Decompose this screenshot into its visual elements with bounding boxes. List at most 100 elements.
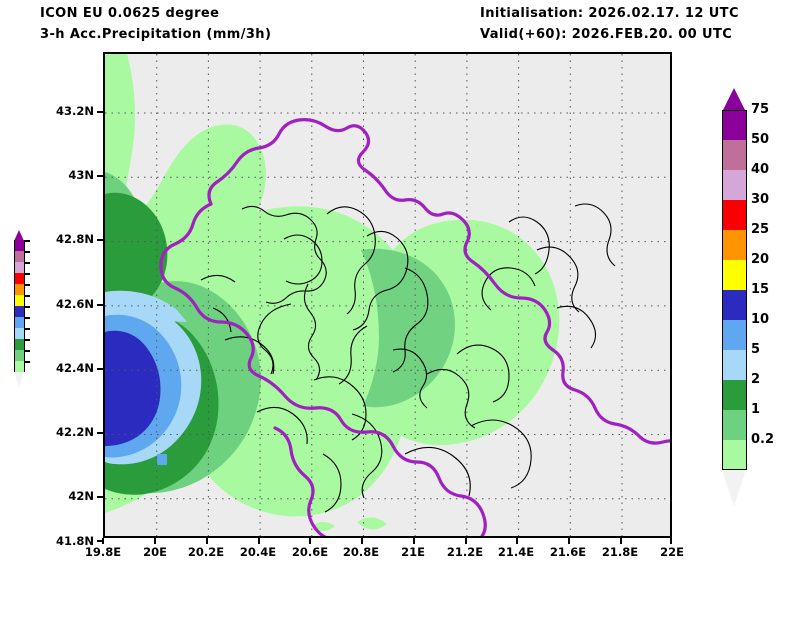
xtick-20p2e: 20.2E	[187, 545, 225, 559]
colorbar-label: 0.2	[751, 432, 775, 447]
mini-colorbar-tick	[25, 339, 30, 341]
colorbar-label: 5	[751, 342, 761, 357]
colorbar-label: 25	[751, 222, 770, 237]
xtick-21p2e: 21.2E	[446, 545, 484, 559]
precip-band-1-2-east	[361, 248, 455, 408]
mini-colorbar-tick	[25, 328, 30, 330]
xtickmark	[413, 538, 415, 544]
mini-colorbar-over-arrow	[14, 230, 24, 241]
colorbar-label: 40	[751, 162, 770, 177]
xtick-21p4e: 21.4E	[497, 545, 535, 559]
precip-speck-south-b	[357, 517, 387, 530]
colorbar-label: 30	[751, 192, 770, 207]
mini-precipitation-colorbar	[14, 240, 25, 372]
colorbar-label: 10	[751, 312, 770, 327]
xtick-21e: 21E	[401, 545, 425, 559]
mini-colorbar-band	[14, 306, 25, 317]
initialisation-label: Initialisation: 2026.02.17. 12 UTC	[480, 6, 739, 21]
precip-band-15-20	[105, 330, 161, 446]
xtickmark	[206, 538, 208, 544]
colorbar-band	[722, 110, 747, 140]
ytickmark	[97, 111, 103, 113]
ytickmark	[97, 175, 103, 177]
ytick-41p8n: 41.8N	[56, 534, 94, 548]
colorbar-band	[722, 200, 747, 230]
mini-colorbar-band	[14, 361, 25, 372]
mini-colorbar-band	[14, 295, 25, 306]
ytick-43p2n: 43.2N	[56, 104, 94, 118]
colorbar-band	[722, 350, 747, 380]
colorbar-band	[722, 230, 747, 260]
ytickmark	[97, 304, 103, 306]
xtick-20p6e: 20.6E	[291, 545, 329, 559]
xtickmark	[620, 538, 622, 544]
xtickmark	[670, 538, 672, 544]
mini-colorbar-tick	[25, 262, 30, 264]
ytickmark	[97, 540, 103, 542]
xtickmark	[309, 538, 311, 544]
xtickmark	[258, 538, 260, 544]
xtickmark	[516, 538, 518, 544]
xtick-20p8e: 20.8E	[342, 545, 380, 559]
ytick-43n: 43N	[68, 168, 94, 182]
colorbar-label: 15	[751, 282, 770, 297]
mini-colorbar-tick	[25, 361, 30, 363]
map-canvas	[105, 54, 670, 536]
ytickmark	[97, 368, 103, 370]
ytickmark	[97, 432, 103, 434]
colorbar-band	[722, 380, 747, 410]
mini-colorbar-band	[14, 350, 25, 361]
mini-colorbar-tick	[25, 251, 30, 253]
precip-band-2-5-north	[105, 192, 168, 314]
colorbar-label: 20	[751, 252, 770, 267]
colorbar-label: 75	[751, 102, 770, 117]
colorbar-band	[722, 140, 747, 170]
mini-colorbar-band	[14, 317, 25, 328]
mini-colorbar-band	[14, 273, 25, 284]
colorbar-under-arrow	[722, 470, 746, 506]
mini-colorbar-band	[14, 284, 25, 295]
precipitation-map[interactable]	[103, 52, 672, 538]
colorbar-band	[722, 170, 747, 200]
model-title: ICON EU 0.0625 degree	[40, 6, 220, 21]
ytick-42p6n: 42.6N	[56, 297, 94, 311]
mini-colorbar-band	[14, 240, 25, 251]
colorbar-band	[722, 290, 747, 320]
xtick-19p8e: 19.8E	[84, 545, 122, 559]
colorbar-band	[722, 410, 747, 440]
field-title: 3-h Acc.Precipitation (mm/3h)	[40, 27, 272, 42]
colorbar-label: 1	[751, 402, 761, 417]
ytick-42p2n: 42.2N	[56, 425, 94, 439]
mini-colorbar-under-arrow	[14, 372, 24, 387]
xtick-20e: 20E	[143, 545, 167, 559]
mini-colorbar-tick	[25, 295, 30, 297]
xtickmark	[102, 538, 104, 544]
mini-colorbar-tick	[25, 273, 30, 275]
xtick-21p6e: 21.6E	[549, 545, 587, 559]
precipitation-colorbar[interactable]	[722, 110, 747, 470]
precip-speck	[157, 454, 167, 465]
colorbar-band	[722, 440, 747, 470]
xtick-22e: 22E	[660, 545, 684, 559]
mini-colorbar-tick	[25, 306, 30, 308]
mini-colorbar-band	[14, 262, 25, 273]
mini-colorbar-band	[14, 251, 25, 262]
mini-colorbar-tick	[25, 240, 30, 242]
mini-colorbar-tick	[25, 317, 30, 319]
valid-time-label: Valid(+60): 2026.FEB.20. 00 UTC	[480, 27, 733, 42]
mini-colorbar-tick	[25, 350, 30, 352]
mini-colorbar-band	[14, 339, 25, 350]
colorbar-band	[722, 320, 747, 350]
mini-colorbar-tick	[25, 284, 30, 286]
ytickmark	[97, 239, 103, 241]
colorbar-over-arrow	[722, 88, 746, 112]
colorbar-label: 2	[751, 372, 761, 387]
xtick-20p4e: 20.4E	[239, 545, 277, 559]
xtickmark	[465, 538, 467, 544]
mini-colorbar-band	[14, 328, 25, 339]
admin-boundaries	[200, 203, 616, 513]
ytickmark	[97, 496, 103, 498]
colorbar-label: 50	[751, 132, 770, 147]
ytick-42p8n: 42.8N	[56, 232, 94, 246]
precipitation-field	[105, 54, 560, 531]
